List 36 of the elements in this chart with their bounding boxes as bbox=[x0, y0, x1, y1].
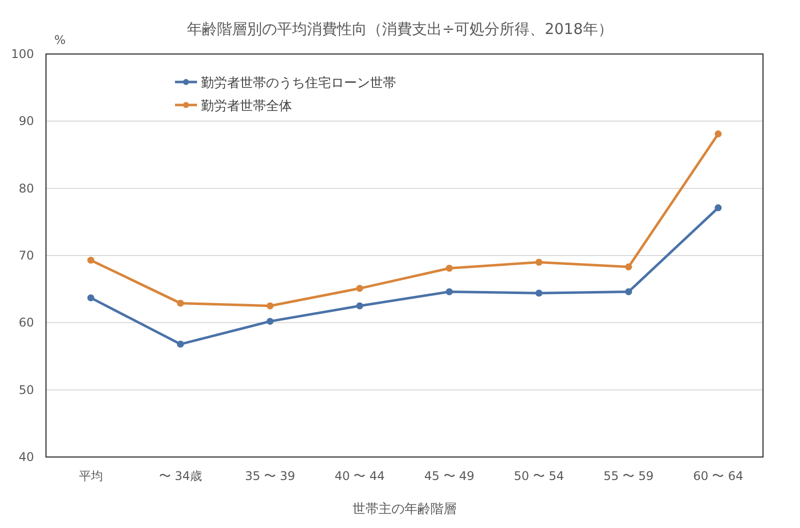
x-tick-label: 60 〜 64 bbox=[693, 469, 744, 483]
y-tick-label: 70 bbox=[18, 248, 34, 262]
y-axis-title: % bbox=[54, 33, 66, 47]
chart-title: 年齢階層別の平均消費性向（消費支出÷可処分所得、2018年） bbox=[187, 20, 613, 38]
point bbox=[625, 288, 632, 296]
legend-label: 勤労者世帯のうち住宅ローン世帯 bbox=[201, 75, 396, 91]
x-tick-label: 平均 bbox=[78, 469, 103, 483]
y-tick-label: 80 bbox=[18, 181, 34, 196]
point bbox=[714, 130, 722, 138]
point bbox=[176, 340, 184, 348]
point bbox=[356, 284, 364, 292]
y-tick-label: 100 bbox=[11, 47, 34, 61]
point bbox=[446, 288, 453, 296]
legend-label: 勤労者世帯全体 bbox=[201, 99, 292, 114]
point bbox=[535, 258, 542, 266]
x-tick-label: 40 〜 44 bbox=[334, 469, 385, 483]
x-tick-label: 35 〜 39 bbox=[244, 469, 296, 483]
x-tick-label: 〜 34歳 bbox=[158, 469, 202, 483]
x-tick-label: 45 〜 49 bbox=[424, 469, 474, 483]
x-tick-label: 55 〜 59 bbox=[603, 469, 654, 483]
point bbox=[446, 264, 453, 272]
y-tick-label: 40 bbox=[18, 450, 34, 464]
point bbox=[87, 294, 94, 302]
point bbox=[87, 256, 94, 264]
y-tick-label: 60 bbox=[18, 316, 34, 330]
point bbox=[356, 302, 364, 310]
point bbox=[535, 290, 542, 297]
point bbox=[266, 302, 274, 310]
point bbox=[714, 204, 722, 212]
y-tick-label: 90 bbox=[18, 114, 34, 128]
point bbox=[266, 318, 274, 325]
point bbox=[625, 263, 632, 270]
point bbox=[176, 300, 184, 307]
y-tick-label: 50 bbox=[18, 382, 34, 397]
x-tick-label: 50 〜 54 bbox=[514, 469, 564, 483]
x-axis-title: 世帯主の年齢階層 bbox=[352, 501, 456, 517]
